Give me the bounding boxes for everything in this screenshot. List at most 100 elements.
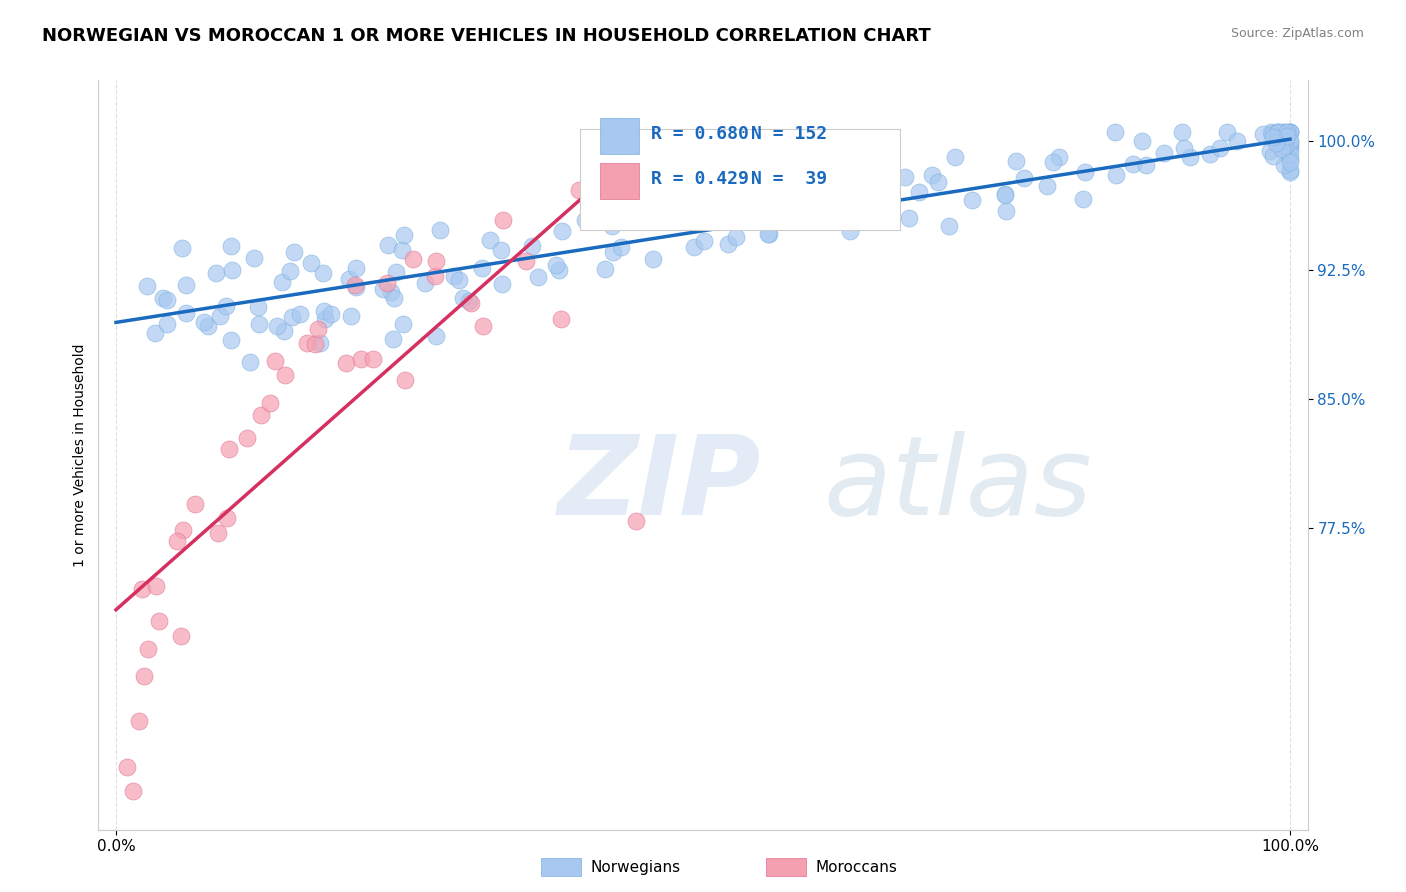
Point	[544, 258, 567, 272]
Point	[443, 269, 465, 284]
Point	[176, 278, 198, 293]
Point	[1216, 125, 1239, 139]
Point	[1264, 136, 1286, 150]
Point	[730, 193, 752, 207]
Point	[460, 296, 482, 310]
Point	[247, 300, 270, 314]
Point	[1209, 140, 1232, 154]
Point	[489, 243, 512, 257]
Point	[1122, 157, 1144, 171]
Point	[792, 171, 814, 186]
Point	[219, 333, 242, 347]
Point	[197, 318, 219, 333]
Point	[215, 299, 238, 313]
Point	[382, 291, 405, 305]
Point	[1130, 134, 1153, 148]
Point	[215, 511, 238, 525]
Point	[1278, 165, 1301, 179]
Point	[236, 431, 259, 445]
Point	[962, 194, 984, 208]
Point	[1198, 146, 1220, 161]
Point	[1036, 179, 1059, 194]
Point	[425, 329, 447, 343]
Point	[547, 263, 569, 277]
Text: atlas: atlas	[824, 432, 1092, 539]
Point	[491, 277, 513, 292]
Point	[413, 276, 436, 290]
Point	[361, 351, 384, 366]
Point	[1274, 133, 1296, 147]
Point	[135, 279, 157, 293]
Point	[266, 318, 288, 333]
Point	[682, 240, 704, 254]
Point	[1261, 130, 1284, 145]
Point	[515, 254, 537, 268]
Point	[209, 310, 232, 324]
Point	[115, 759, 138, 773]
Point	[1004, 153, 1026, 168]
Point	[132, 669, 155, 683]
Point	[520, 239, 543, 253]
Point	[136, 641, 159, 656]
Point	[643, 252, 665, 266]
Point	[274, 368, 297, 382]
Point	[264, 354, 287, 368]
Point	[938, 219, 960, 233]
Point	[853, 193, 876, 207]
Point	[458, 293, 481, 308]
Point	[402, 252, 425, 266]
Text: Norwegians: Norwegians	[591, 860, 681, 874]
Point	[307, 322, 329, 336]
Point	[602, 219, 624, 234]
Point	[172, 523, 194, 537]
Point	[335, 356, 357, 370]
Point	[122, 784, 145, 798]
Text: R = 0.429: R = 0.429	[651, 170, 749, 188]
Point	[321, 308, 343, 322]
Point	[1267, 125, 1289, 139]
Point	[193, 315, 215, 329]
Point	[278, 263, 301, 277]
Point	[550, 311, 572, 326]
Point	[170, 629, 193, 643]
Text: R = 0.680: R = 0.680	[651, 125, 749, 144]
Point	[337, 272, 360, 286]
Point	[602, 244, 624, 259]
Point	[270, 276, 292, 290]
Point	[183, 497, 205, 511]
Point	[1071, 192, 1094, 206]
Point	[1271, 142, 1294, 156]
Point	[259, 396, 281, 410]
FancyBboxPatch shape	[600, 162, 638, 199]
Point	[471, 260, 494, 275]
Point	[645, 195, 668, 210]
Point	[595, 262, 617, 277]
Point	[297, 335, 319, 350]
Point	[725, 230, 748, 244]
Point	[1173, 141, 1195, 155]
Point	[1278, 125, 1301, 139]
Point	[344, 261, 367, 276]
Point	[994, 187, 1017, 202]
Point	[880, 198, 903, 212]
Point	[1267, 125, 1289, 139]
Text: ZIP: ZIP	[558, 432, 762, 539]
Point	[623, 194, 645, 209]
Point	[1178, 150, 1201, 164]
Point	[1278, 142, 1301, 156]
Point	[394, 373, 416, 387]
Point	[1278, 134, 1301, 148]
Point	[550, 224, 572, 238]
Point	[758, 227, 780, 241]
Point	[1171, 125, 1194, 139]
Point	[742, 186, 765, 200]
Point	[391, 243, 413, 257]
Point	[927, 175, 949, 189]
Point	[148, 614, 170, 628]
Point	[288, 307, 311, 321]
Point	[145, 326, 167, 340]
Point	[1274, 139, 1296, 153]
Point	[344, 279, 367, 293]
Point	[309, 336, 332, 351]
Point	[1278, 162, 1301, 177]
